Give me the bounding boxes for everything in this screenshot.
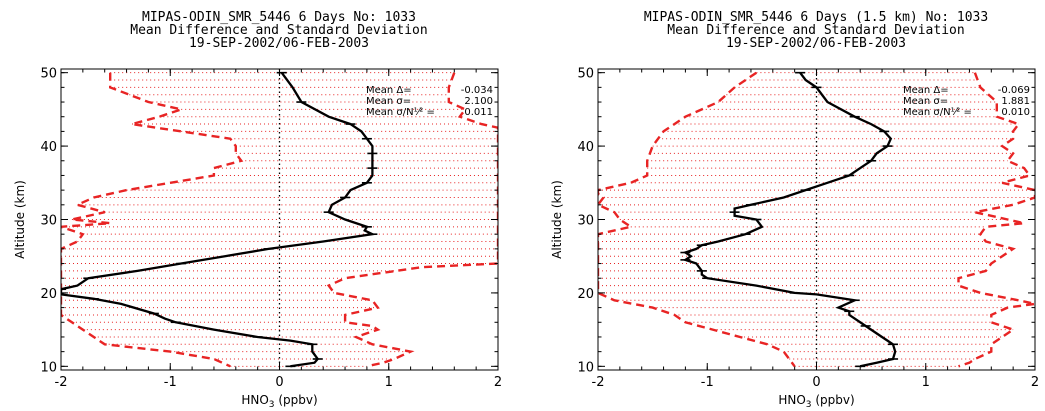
std-upper-bound-line <box>326 72 498 368</box>
plot-area <box>61 69 498 370</box>
stat-value: 2.100 <box>464 96 493 107</box>
y-tick-label: 10 <box>40 360 57 375</box>
x-axis-label: HNO3 (ppbv) <box>241 393 317 410</box>
stat-label: Mean Δ= <box>903 85 949 96</box>
mean-difference-line <box>61 72 377 368</box>
chart-title-line-2: Mean Difference and Standard Deviation <box>667 23 964 38</box>
x-tick-label: 2 <box>494 375 502 390</box>
x-tick-label: -1 <box>164 375 177 390</box>
y-tick-label: 40 <box>577 140 594 155</box>
y-tick-label: 40 <box>40 140 57 155</box>
plot-area <box>598 69 1035 370</box>
y-tick-label: 10 <box>577 360 594 375</box>
stat-value: 0.011 <box>464 107 493 118</box>
stat-label: Mean σ/N¹⁄² = <box>366 107 435 118</box>
x-axis-label: HNO3 (ppbv) <box>778 393 854 410</box>
x-tick-label: 1 <box>922 375 930 390</box>
chart-title-line-1: MIPAS-ODIN_SMR_5446 6 Days No: 1033 <box>142 10 416 25</box>
y-tick-label: 50 <box>40 67 57 82</box>
y-axis-label: Altitude (km) <box>13 180 27 259</box>
stat-value: 1.881 <box>1001 96 1030 107</box>
stat-value: -0.069 <box>998 85 1030 96</box>
chart-title-line-2: Mean Difference and Standard Deviation <box>130 23 427 38</box>
x-tick-label: 2 <box>1031 375 1039 390</box>
stat-label: Mean σ= <box>903 96 948 107</box>
x-tick-label: -2 <box>55 375 68 390</box>
stat-label: Mean σ/N¹⁄² = <box>903 107 972 118</box>
mean-difference-line <box>682 72 897 368</box>
x-tick-label: -1 <box>701 375 714 390</box>
chart-title-line-1: MIPAS-ODIN_SMR_5446 6 Days (1.5 km) No: … <box>644 10 988 25</box>
x-tick-label: -2 <box>592 375 605 390</box>
stat-label: Mean σ= <box>366 96 411 107</box>
stat-label: Mean Δ= <box>366 85 412 96</box>
x-tick-label: 1 <box>385 375 393 390</box>
std-upper-bound-line <box>957 72 1035 368</box>
y-tick-label: 30 <box>577 214 594 229</box>
y-tick-label: 50 <box>577 67 594 82</box>
x-tick-label: 0 <box>275 375 283 390</box>
stat-value: -0.034 <box>461 85 493 96</box>
y-tick-label: 20 <box>40 287 57 302</box>
chart-title-line-3: 19-SEP-2002/06-FEB-2003 <box>189 36 369 51</box>
y-tick-label: 20 <box>577 287 594 302</box>
chart-panel-1: MIPAS-ODIN_SMR_5446 6 Days No: 1033Mean … <box>13 10 502 410</box>
std-lower-bound-line <box>61 72 244 368</box>
stat-value: 0.010 <box>1001 107 1030 118</box>
x-tick-label: 0 <box>812 375 820 390</box>
std-lower-bound-line <box>598 71 796 368</box>
chart-title-line-3: 19-SEP-2002/06-FEB-2003 <box>726 36 906 51</box>
y-axis-label: Altitude (km) <box>550 180 564 259</box>
y-tick-label: 30 <box>40 214 57 229</box>
chart-panel-2: MIPAS-ODIN_SMR_5446 6 Days (1.5 km) No: … <box>550 10 1039 410</box>
